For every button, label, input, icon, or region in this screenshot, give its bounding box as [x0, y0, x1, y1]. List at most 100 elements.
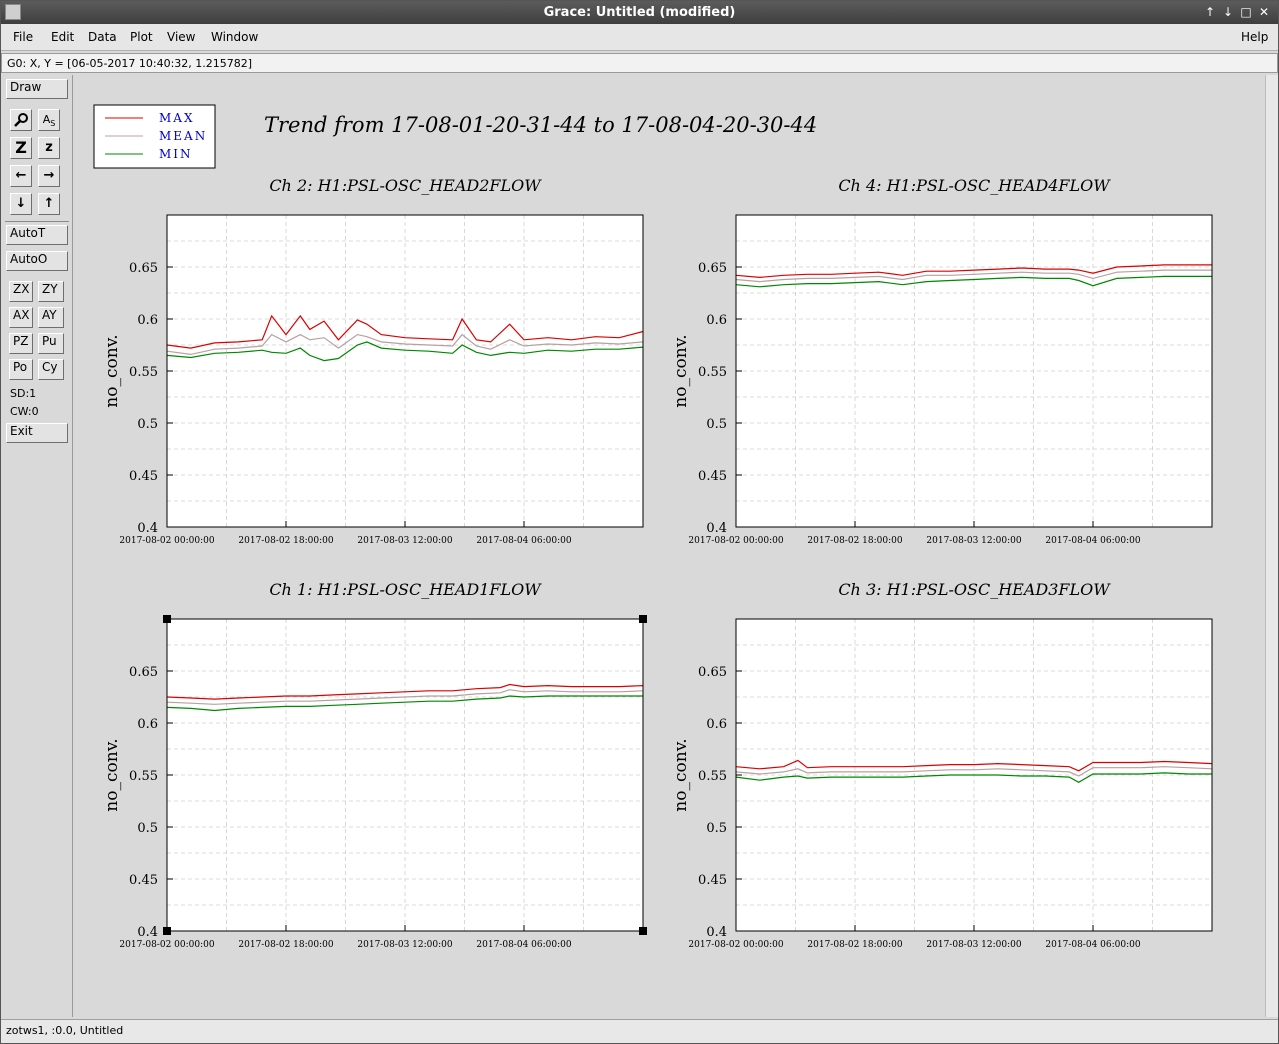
y-tick-label: 0.45 — [698, 469, 727, 484]
zy-button[interactable]: ZY — [38, 281, 64, 302]
y-tick-label: 0.45 — [698, 873, 727, 888]
menu-window[interactable]: Window — [211, 30, 259, 44]
pu-button[interactable]: Pu — [38, 333, 64, 354]
magnifier-icon — [14, 113, 28, 127]
x-tick-label: 2017-08-02 00:00:00 — [119, 536, 214, 546]
y-tick-label: 0.55 — [129, 365, 158, 380]
y-tick-label: 0.5 — [137, 417, 158, 432]
locator-readout: G0: X, Y = [06-05-2017 10:40:32, 1.21578… — [7, 57, 253, 70]
series-min-line — [166, 695, 643, 712]
x-tick-label: 2017-08-04 06:00:00 — [476, 940, 571, 950]
menu-data[interactable]: Data — [88, 30, 117, 44]
series-min-line — [735, 772, 1212, 783]
zx-button[interactable]: ZX — [9, 281, 33, 302]
plot-canvas[interactable]: MAX MEAN MIN Trend from 17-08-01-20-31-4… — [77, 77, 1263, 995]
main-title: Trend from 17-08-01-20-31-44 to 17-08-04… — [264, 113, 817, 137]
menu-view[interactable]: View — [167, 30, 196, 44]
x-tick-label: 2017-08-02 18:00:00 — [807, 940, 902, 950]
zoom-x-button[interactable]: Z — [10, 137, 32, 159]
maximize-window-icon[interactable]: □ — [1240, 5, 1252, 19]
vertical-scrollbar[interactable] — [1265, 75, 1278, 1017]
close-window-icon[interactable]: ✕ — [1258, 5, 1270, 19]
autot-button[interactable]: AutoT — [6, 225, 68, 245]
y-axis-label: no_conv. — [102, 334, 122, 407]
set-depth-label: SD:1 — [10, 387, 37, 400]
y-tick-label: 0.6 — [706, 717, 727, 732]
series-min-line — [166, 341, 644, 362]
y-tick-label: 0.65 — [129, 665, 158, 680]
series-max-line — [735, 264, 1212, 279]
x-tick-label: 2017-08-02 00:00:00 — [119, 940, 214, 950]
x-tick-label: 2017-08-03 12:00:00 — [926, 940, 1021, 950]
series-min-line — [735, 275, 1212, 288]
scroll-left-button[interactable]: ← — [10, 165, 32, 187]
y-tick-label: 0.4 — [706, 925, 727, 940]
resize-handle[interactable] — [639, 615, 647, 623]
plot-svg: MAX MEAN MIN Trend from 17-08-01-20-31-4… — [93, 104, 1213, 950]
cy-button[interactable]: Cy — [38, 359, 64, 380]
y-tick-label: 0.65 — [698, 665, 727, 680]
chart-4[interactable]: 0.4 0.45 0.5 0.55 0.6 0.65 2017-08-02 00:00:00… — [671, 580, 1213, 950]
y-axis-label: no_conv. — [102, 738, 122, 811]
menu-bar: File Edit Data Plot View Window Help — [1, 24, 1278, 51]
x-tick-label: 2017-08-03 12:00:00 — [926, 536, 1021, 546]
y-tick-label: 0.55 — [698, 769, 727, 784]
resize-handle[interactable] — [639, 927, 647, 935]
y-tick-label: 0.4 — [137, 925, 158, 940]
series-mean-line — [735, 269, 1212, 283]
app-icon — [5, 4, 21, 20]
ay-button[interactable]: AY — [38, 307, 64, 328]
zoom-button[interactable] — [10, 109, 32, 131]
x-tick-label: 2017-08-04 06:00:00 — [1045, 536, 1140, 546]
y-axis-label: no_conv. — [671, 738, 691, 811]
chart-2[interactable]: 0.4 0.45 0.5 0.55 0.6 0.65 2017-08-02 00:00:00… — [671, 176, 1213, 546]
charts-group: 0.4 0.45 0.5 0.55 0.6 0.65 2017-08-02 00:00:00… — [102, 176, 1213, 950]
x-tick-label: 2017-08-03 12:00:00 — [357, 940, 452, 950]
x-tick-label: 2017-08-03 12:00:00 — [357, 536, 452, 546]
exit-button[interactable]: Exit — [6, 423, 68, 443]
status-text: zotws1, :0.0, Untitled — [6, 1024, 124, 1037]
x-tick-label: 2017-08-02 18:00:00 — [807, 536, 902, 546]
series-mean-line — [166, 689, 644, 705]
y-tick-label: 0.65 — [698, 261, 727, 276]
zoom-y-button[interactable]: z — [38, 137, 60, 159]
series-mean-line — [166, 333, 644, 356]
legend[interactable]: MAX MEAN MIN — [93, 104, 216, 169]
y-tick-label: 0.5 — [706, 417, 727, 432]
window-title: Grace: Untitled (modified) — [543, 5, 736, 20]
autoo-button[interactable]: AutoO — [6, 251, 68, 271]
y-axis-label: no_conv. — [671, 334, 691, 407]
y-tick-label: 0.5 — [137, 821, 158, 836]
y-tick-label: 0.55 — [129, 769, 158, 784]
chart-1[interactable]: 0.4 0.45 0.5 0.55 0.6 0.65 2017-08-02 00:00:00… — [102, 176, 644, 546]
text-tool-button[interactable]: AS — [38, 109, 60, 131]
resize-handle[interactable] — [163, 927, 171, 935]
scroll-up-button[interactable]: ↑ — [38, 193, 60, 215]
menu-plot[interactable]: Plot — [130, 30, 153, 44]
tool-panel: Draw AS Z z ← → ↓ ↑ AutoT AutoO ZX ZY AX… — [1, 75, 73, 1017]
y-tick-label: 0.45 — [129, 469, 158, 484]
po-button[interactable]: Po — [9, 359, 33, 380]
chart-3[interactable]: 0.4 0.45 0.5 0.55 0.6 0.65 2017-08-02 00:00:00… — [102, 580, 644, 950]
menu-edit[interactable]: Edit — [51, 30, 75, 44]
scroll-right-button[interactable]: → — [38, 165, 60, 187]
draw-button[interactable]: Draw — [6, 79, 68, 99]
menu-file[interactable]: File — [13, 30, 34, 44]
series-max-line — [166, 683, 644, 700]
minimize-window-icon[interactable]: ↓ — [1222, 5, 1234, 19]
ax-button[interactable]: AX — [9, 307, 33, 328]
title-bar[interactable]: Grace: Untitled (modified) ↑ ↓ □ ✕ — [1, 1, 1278, 24]
x-tick-label: 2017-08-02 00:00:00 — [688, 940, 783, 950]
y-tick-label: 0.4 — [137, 521, 158, 536]
scroll-down-button[interactable]: ↓ — [10, 193, 32, 215]
pz-button[interactable]: PZ — [9, 333, 33, 354]
menu-help[interactable]: Help — [1241, 30, 1269, 44]
selection-handles[interactable] — [163, 615, 647, 935]
raise-window-icon[interactable]: ↑ — [1204, 5, 1216, 19]
chart-title: Ch 2: H1:PSL-OSC_HEAD2FLOW — [269, 176, 542, 195]
y-tick-label: 0.45 — [129, 873, 158, 888]
resize-handle[interactable] — [163, 615, 171, 623]
series-mean-line — [735, 766, 1213, 777]
legend-min-label: MIN — [159, 147, 193, 161]
